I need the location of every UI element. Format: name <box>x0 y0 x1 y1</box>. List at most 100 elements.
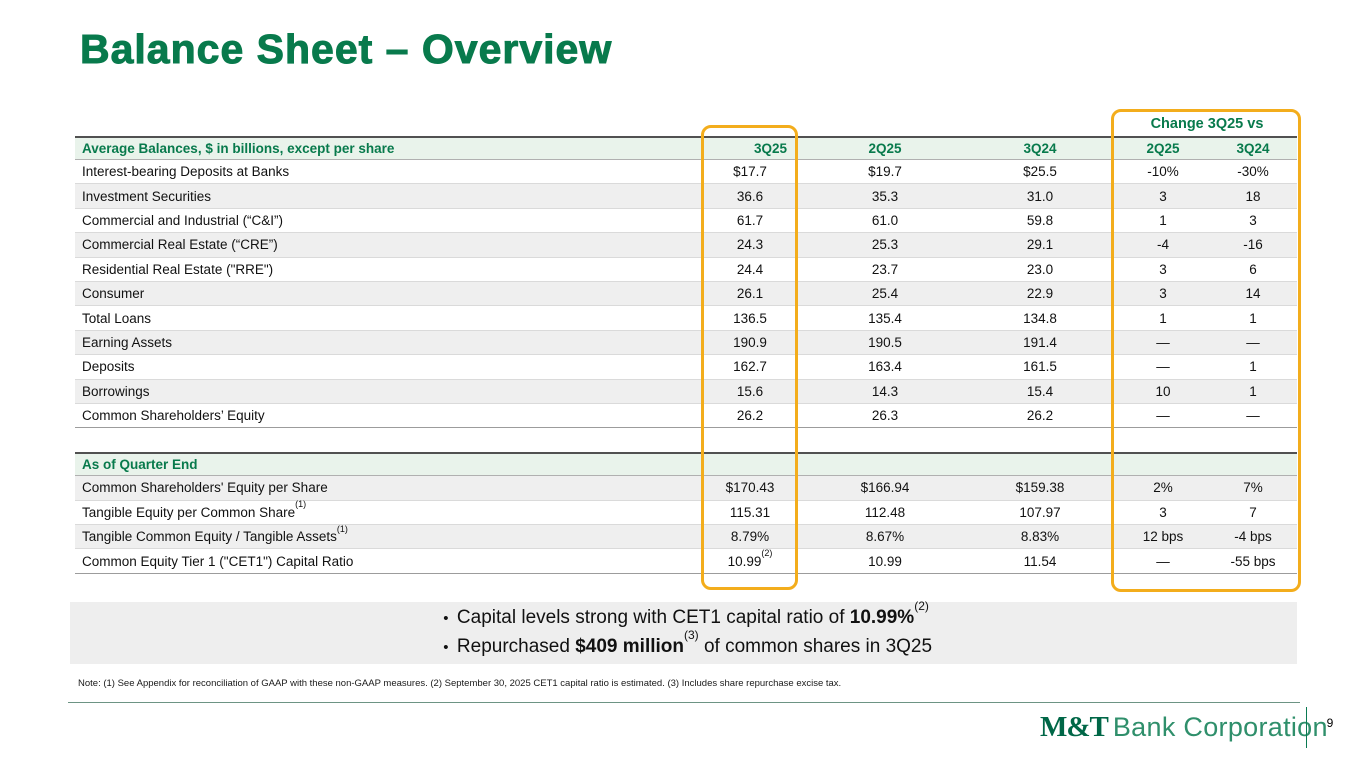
bullet-text-segment: 10.99% <box>849 607 915 628</box>
cell-value: 25.4 <box>871 286 899 302</box>
column-header-avg-balances: Average Balances, $ in billions, except … <box>82 141 395 156</box>
cell-value: 23.7 <box>871 261 899 277</box>
cell-change: -10% <box>1147 164 1179 180</box>
slide-title: Balance Sheet – Overview <box>79 26 613 73</box>
row-label: Tangible Equity per Common Share(1) <box>82 499 307 520</box>
cell-value: 190.9 <box>733 334 767 350</box>
bullet-text-segment: (3) <box>684 627 699 642</box>
cell-value: 61.7 <box>736 212 764 228</box>
row-label: Residential Real Estate ("RRE") <box>82 261 274 277</box>
cell-change: — <box>1156 408 1170 424</box>
cell-value: 22.9 <box>1026 286 1054 302</box>
cell-value: 61.0 <box>871 212 899 228</box>
row-label: Interest-bearing Deposits at Banks <box>82 164 290 180</box>
bullet-text-segment: Capital levels strong with CET1 capital … <box>456 607 850 628</box>
quarter-end-label: As of Quarter End <box>82 457 198 473</box>
row-label: Common Shareholders' Equity per Share <box>82 480 328 496</box>
column-header-change-2q25: 2Q25 <box>1146 141 1180 156</box>
cell-change: 1 <box>1159 310 1167 326</box>
cell-change: 14 <box>1245 286 1261 302</box>
row-label: Commercial Real Estate (“CRE”) <box>82 237 278 253</box>
cell-value: 191.4 <box>1023 334 1057 350</box>
cell-change: 3 <box>1159 504 1167 520</box>
cell-change: — <box>1246 408 1260 424</box>
cell-change: 3 <box>1159 188 1167 204</box>
cell-value: 161.5 <box>1023 359 1057 375</box>
table-row: Commercial and Industrial (“C&I”) 61.7 61.… <box>75 209 1297 234</box>
table-row: Common Shareholders’ Equity 26.2 26.3 26.2 —… <box>75 404 1297 429</box>
row-label: Tangible Common Equity / Tangible Assets… <box>82 523 348 545</box>
cell-value: 10.99 <box>868 553 902 569</box>
cell-value: 112.48 <box>864 504 906 520</box>
cell-change: 3 <box>1159 261 1167 277</box>
cell-value: 8.79% <box>730 529 770 545</box>
bullet-text-segment: (2) <box>914 598 929 613</box>
cell-value: $25.5 <box>1023 164 1057 180</box>
cell-value: 25.3 <box>871 237 899 253</box>
table-row: Common Equity Tier 1 ("CET1") Capital Ra… <box>75 548 1297 574</box>
table-row: Earning Assets 190.9 190.5 191.4 — — <box>75 330 1297 356</box>
cell-change: 1 <box>1159 212 1167 228</box>
table-row: Total Loans 136.5 135.4 134.8 1 1 <box>75 306 1297 331</box>
cell-change: 12 bps <box>1142 529 1184 545</box>
spacer-row <box>75 428 1297 452</box>
cell-value: 10.99(2) <box>727 548 773 569</box>
cell-value: 115.31 <box>729 504 771 520</box>
bullet-text-segment: Repurchased <box>456 636 576 657</box>
cell-value: 135.4 <box>868 310 902 326</box>
change-caption-row: Change 3Q25 vs <box>75 112 1297 136</box>
table-row: Tangible Equity per Common Share(1) 115.3… <box>75 499 1297 526</box>
logo-mt-mark: M&T <box>1040 711 1109 743</box>
cell-value: 11.54 <box>1023 553 1057 569</box>
cell-change: 1 <box>1249 359 1257 375</box>
row-label: Deposits <box>82 359 135 375</box>
footer-divider <box>68 702 1300 703</box>
cell-change: -16 <box>1243 237 1263 253</box>
table-row: Borrowings 15.6 14.3 15.4 10 1 <box>75 379 1297 404</box>
bullet-text-segment: of common shares in 3Q25 <box>698 636 933 657</box>
row-label: Borrowings <box>82 383 150 399</box>
cell-change: 3 <box>1249 212 1257 228</box>
key-takeaways-box: • Capital levels strong with CET1 capital… <box>70 600 1297 664</box>
cell-value: 59.8 <box>1026 212 1054 228</box>
row-label: Common Equity Tier 1 ("CET1") Capital Ra… <box>82 553 354 569</box>
cell-value: 26.2 <box>736 408 764 424</box>
cell-value: 134.8 <box>1023 310 1057 326</box>
cell-value: 35.3 <box>871 188 899 204</box>
row-label: Total Loans <box>82 310 152 326</box>
cell-value: 15.4 <box>1026 383 1054 399</box>
cell-value: 163.4 <box>868 359 902 375</box>
cell-change: -4 bps <box>1234 529 1272 545</box>
table-row: Common Shareholders' Equity per Share $17… <box>75 476 1297 501</box>
cell-change: — <box>1156 334 1170 350</box>
cell-change: -55 bps <box>1230 553 1276 569</box>
cell-change: — <box>1156 553 1170 569</box>
table-row: Commercial Real Estate (“CRE”) 24.3 25.3 29… <box>75 233 1297 258</box>
bullet-list: • Capital levels strong with CET1 capital… <box>435 600 933 662</box>
page-number-divider <box>1306 707 1307 748</box>
cell-value: 107.97 <box>1019 504 1061 520</box>
cell-value: 190.5 <box>868 334 902 350</box>
bullet-dot: • <box>443 639 449 656</box>
cell-change: 7 <box>1249 504 1257 520</box>
cell-change: 7% <box>1243 480 1263 496</box>
row-label: Consumer <box>82 286 145 302</box>
table-row: Tangible Common Equity / Tangible Assets… <box>75 523 1297 550</box>
quarter-end-rows: Common Shareholders' Equity per Share $17… <box>75 476 1297 574</box>
cell-value: $166.94 <box>860 480 910 496</box>
table-row: Investment Securities 36.6 35.3 31.0 3 18 <box>75 184 1297 209</box>
cell-value: 36.6 <box>736 188 764 204</box>
cell-value: $159.38 <box>1015 480 1065 496</box>
table-header-row: Average Balances, $ in billions, except … <box>75 136 1297 160</box>
bullet-text-segment: $409 million <box>575 636 684 657</box>
cell-value: 26.2 <box>1026 408 1054 424</box>
page-number: 9 <box>1326 716 1334 730</box>
cell-value: $19.7 <box>868 164 902 180</box>
cell-change: 18 <box>1245 188 1261 204</box>
cell-value: 8.67% <box>865 529 905 545</box>
cell-change: 3 <box>1159 286 1167 302</box>
cell-value: 26.3 <box>871 408 899 424</box>
bullet-item: • Repurchased $409 million(3) of common s… <box>435 629 933 662</box>
table-row: Residential Real Estate ("RRE") 24.4 23.7 2… <box>75 258 1297 282</box>
